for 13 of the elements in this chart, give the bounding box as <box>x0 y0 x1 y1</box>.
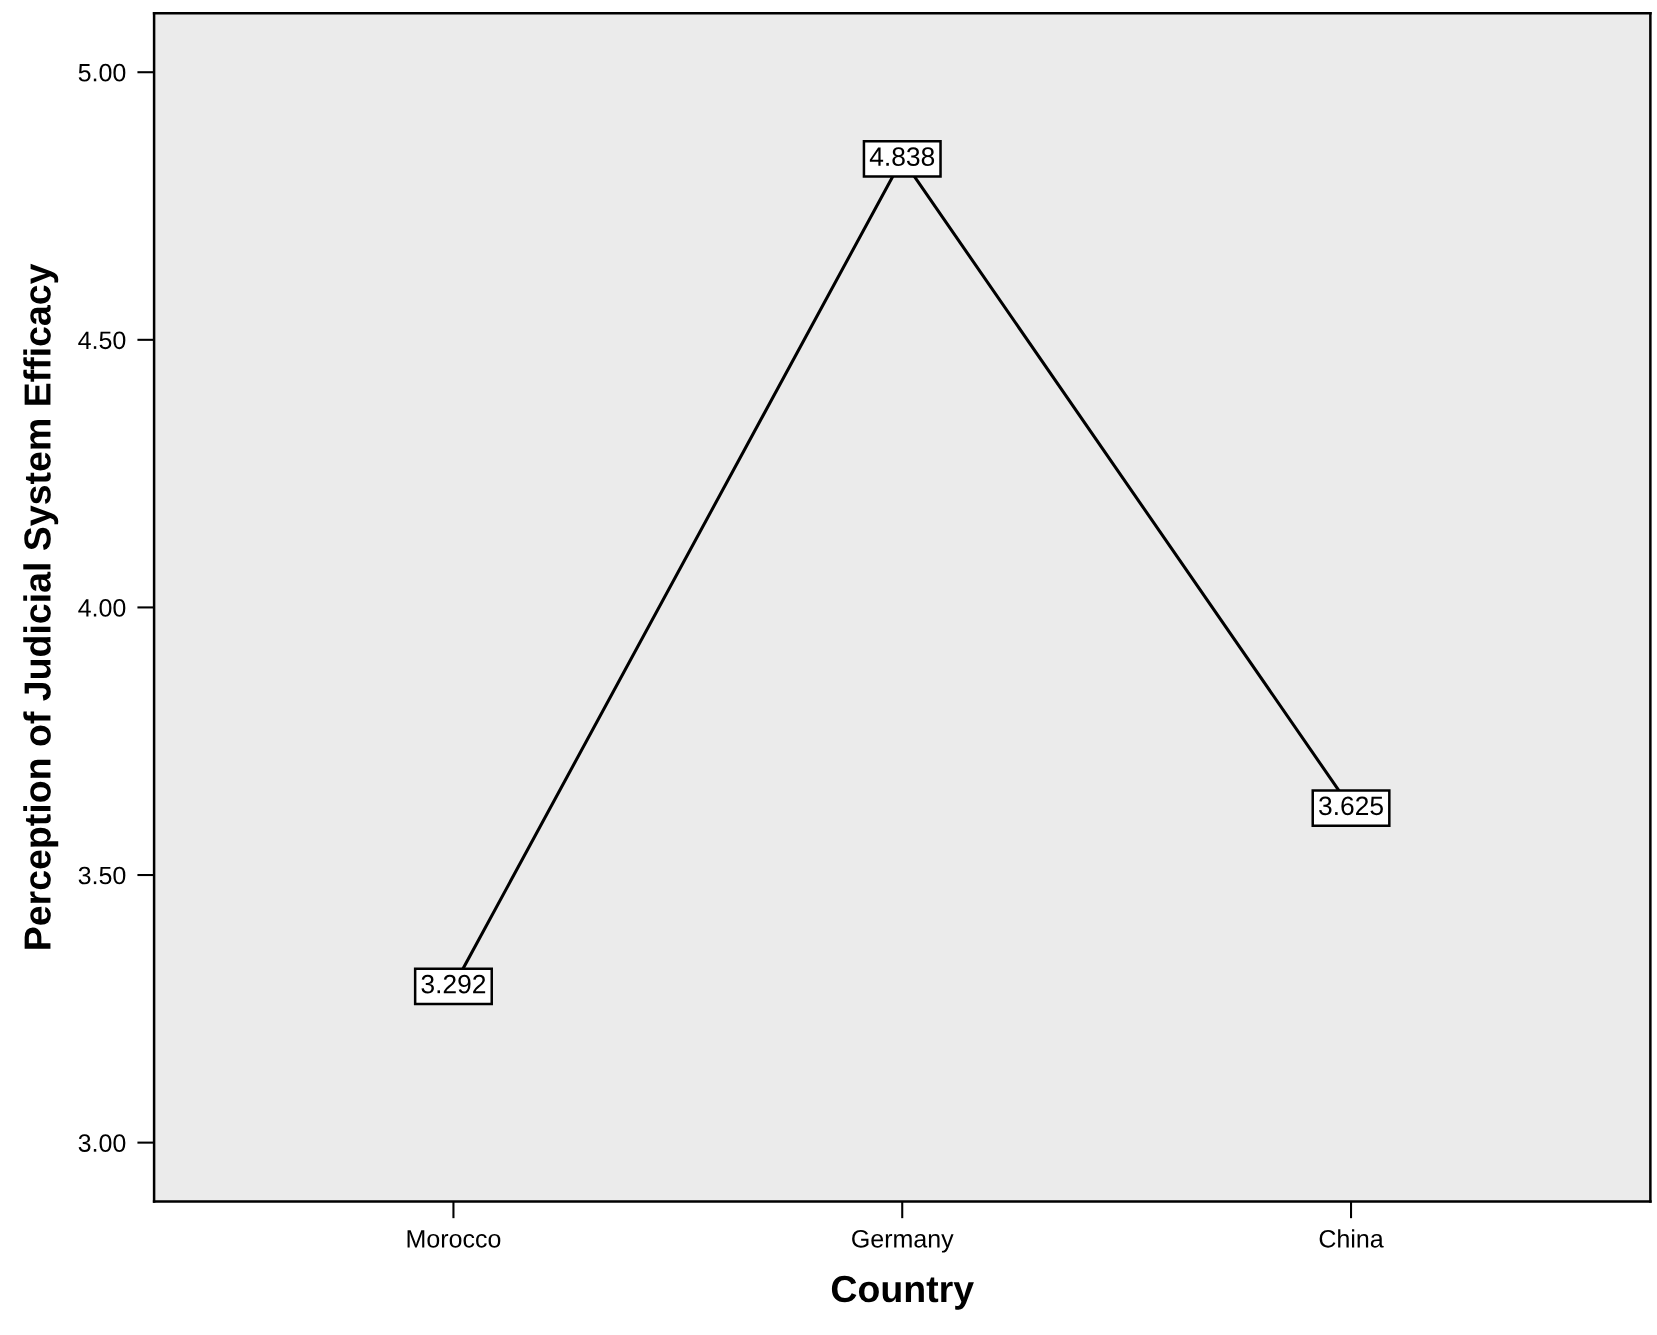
x-axis-title: Country <box>831 1275 974 1310</box>
y-tick-label: 3.00 <box>78 1134 126 1152</box>
x-tick-label: China <box>1319 1229 1384 1248</box>
data-label: 3.625 <box>1319 796 1383 816</box>
data-label: 4.838 <box>869 147 935 167</box>
y-tick-label: 5.00 <box>78 63 126 82</box>
x-tick-label: Morocco <box>407 1230 501 1248</box>
y-axis-title: Perception of Judicial System Efficacy <box>23 263 59 949</box>
y-tick-label: 4.00 <box>78 599 126 617</box>
y-tick-label: 3.50 <box>78 866 126 885</box>
y-tick-label: 4.50 <box>78 331 126 350</box>
data-label: 3.292 <box>421 974 486 994</box>
x-tick-label: Germany <box>852 1229 954 1253</box>
